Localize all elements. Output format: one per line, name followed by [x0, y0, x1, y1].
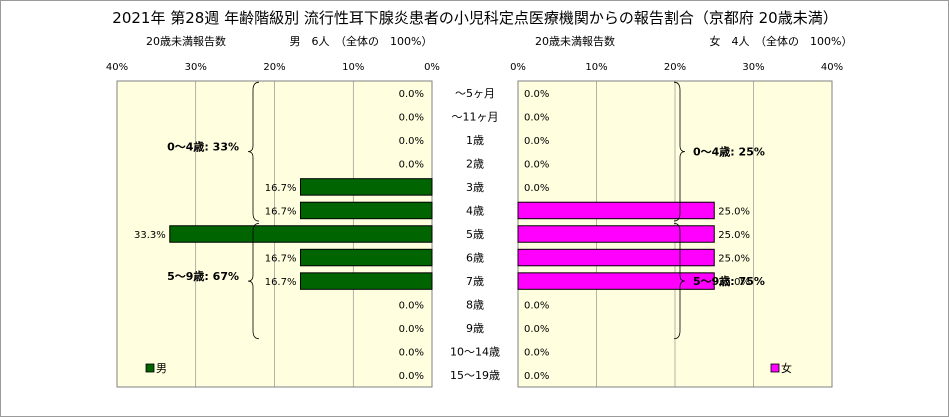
x-tick-label: 40%	[106, 62, 128, 73]
male-age-group-label: 0～4歳: 33%	[167, 140, 239, 154]
male-bar	[299, 201, 433, 220]
x-tick-label: 30%	[742, 62, 764, 73]
female-age-group-bracket	[673, 223, 686, 340]
male-bar-label: 16.7%	[265, 183, 297, 194]
age-category-label: 9歳	[466, 322, 484, 335]
x-tick-label: 20%	[664, 62, 686, 73]
male-bar-label: 0.0%	[399, 324, 424, 335]
bar-value-labels: 0.0% 0.0% 0.0% 0.0% 16.7% 16.7% 33.3% 16.7% 16.7…	[134, 89, 750, 382]
female-bar	[517, 225, 715, 243]
female-bar	[517, 272, 715, 290]
female-age-group-bracket	[673, 81, 686, 222]
age-category-label: 15～19歳	[450, 369, 500, 382]
age-category-labels: ～5ヶ月 ～11ヶ月 1歳 2歳 3歳 4歳 5歳 6歳 7歳 8歳 9歳 10～14歳 15～19歳	[450, 87, 500, 382]
legends: 男女	[145, 361, 792, 375]
x-tick-label: 40%	[821, 62, 843, 73]
female-bar	[517, 201, 715, 220]
age-category-label: 4歳	[466, 204, 484, 217]
female-bar-label: 25.0%	[718, 230, 750, 241]
male-bar-label: 16.7%	[265, 206, 297, 217]
female-bar-label: 0.0%	[524, 136, 549, 147]
age-category-label: 10～14歳	[450, 346, 500, 359]
age-category-label: 6歳	[466, 252, 484, 265]
age-category-label: 3歳	[466, 181, 484, 194]
female-subtitle-total: 女 4人 （全体の 100%）	[710, 34, 853, 48]
male-legend-swatch	[145, 363, 155, 373]
female-bar-label: 0.0%	[524, 371, 549, 382]
male-bar-label: 33.3%	[134, 230, 166, 241]
age-group-brackets: 0～4歳: 33% 5～9歳: 67% 0～4歳: 25% 5～9歳: 75%	[167, 81, 765, 340]
male-bar	[299, 178, 433, 196]
age-category-label: 2歳	[466, 157, 484, 170]
female-bar-label: 25.0%	[718, 277, 750, 288]
male-bar-label: 0.0%	[399, 136, 424, 147]
male-bar	[169, 225, 433, 243]
age-category-label: 7歳	[466, 275, 484, 288]
x-tick-label: 20%	[263, 62, 285, 73]
female-bar-label: 0.0%	[524, 183, 549, 194]
male-bar	[299, 272, 433, 290]
female-legend-swatch	[770, 363, 780, 373]
x-tick-label: 10%	[342, 62, 364, 73]
male-bar-label: 16.7%	[265, 254, 297, 265]
age-category-label: 5歳	[466, 228, 484, 241]
male-bar-label: 0.0%	[399, 89, 424, 100]
chart-title: 2021年 第28週 年齢階級別 流行性耳下腺炎患者の小児科定点医療機関からの報…	[112, 9, 837, 27]
female-bar-label: 0.0%	[524, 89, 549, 100]
female-bar-label: 0.0%	[524, 301, 549, 312]
age-category-label: 8歳	[466, 299, 484, 312]
male-subtitle-total: 男 6人 （全体の 100%）	[290, 34, 433, 48]
female-bar	[517, 248, 715, 267]
female-bar-label: 0.0%	[524, 112, 549, 123]
x-tick-label: 0%	[424, 62, 440, 73]
female-bar-label: 25.0%	[718, 254, 750, 265]
male-bar-label: 0.0%	[399, 348, 424, 359]
male-bar-label: 0.0%	[399, 371, 424, 382]
x-tick-label: 10%	[585, 62, 607, 73]
male-bar-label: 16.7%	[265, 277, 297, 288]
female-subtitle-count-label: 20歳未満報告数	[535, 35, 615, 48]
axis-tick-labels: 40% 30% 20% 10% 0% 0% 10% 20% 30% 40%	[106, 62, 843, 73]
age-category-label: 1歳	[466, 134, 484, 147]
male-age-group-bracket	[247, 223, 260, 340]
male-bar-label: 0.0%	[399, 112, 424, 123]
female-age-group-label: 0～4歳: 25%	[693, 145, 765, 159]
age-category-label: ～5ヶ月	[455, 87, 495, 100]
female-age-group-label: 5～9歳: 75%	[693, 274, 765, 288]
female-bar-label: 0.0%	[524, 348, 549, 359]
male-age-group-label: 5～9歳: 67%	[167, 269, 239, 283]
female-bar-label: 25.0%	[718, 206, 750, 217]
male-age-group-bracket	[247, 81, 260, 222]
age-category-label: ～11ヶ月	[452, 110, 499, 123]
x-tick-label: 0%	[510, 62, 526, 73]
male-bar-label: 0.0%	[399, 159, 424, 170]
x-tick-label: 30%	[185, 62, 207, 73]
male-subtitle-count-label: 20歳未満報告数	[146, 35, 226, 48]
female-bar-label: 0.0%	[524, 159, 549, 170]
female-bar-label: 0.0%	[524, 324, 549, 335]
female-legend-label: 女	[781, 361, 792, 375]
male-legend-label: 男	[156, 362, 167, 375]
male-bar	[299, 248, 433, 267]
bars	[169, 178, 715, 290]
male-bar-label: 0.0%	[399, 301, 424, 312]
